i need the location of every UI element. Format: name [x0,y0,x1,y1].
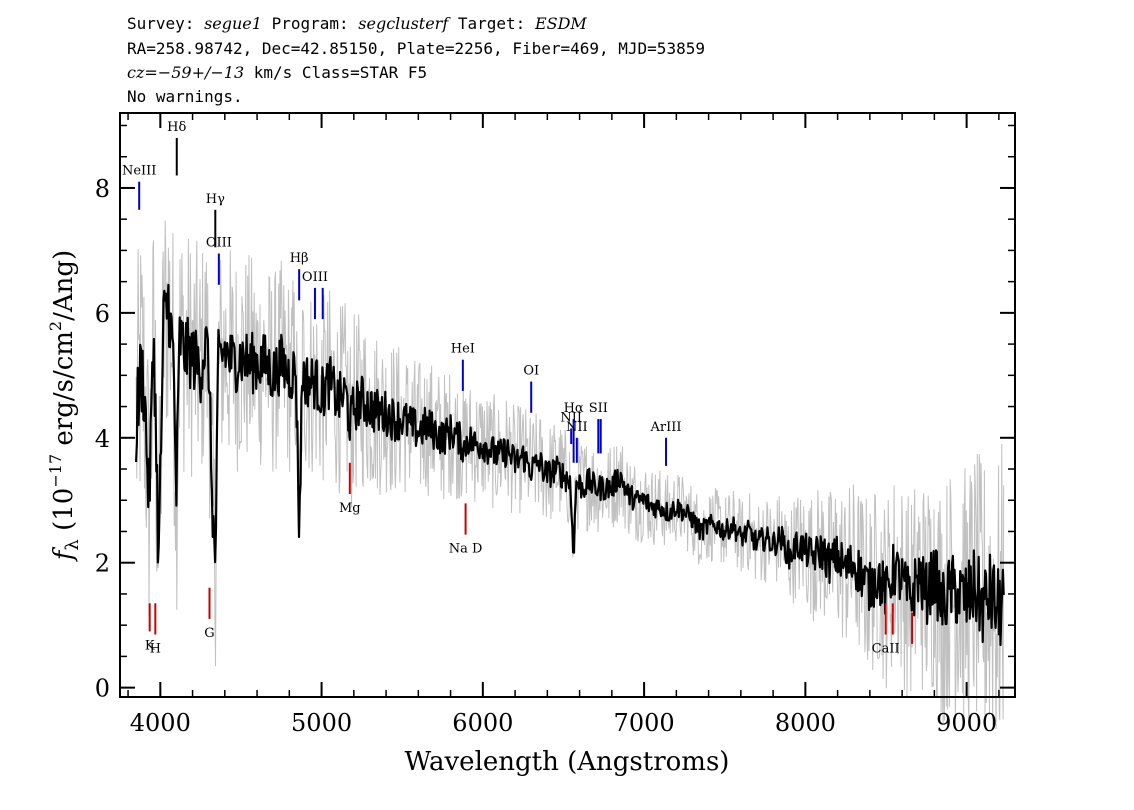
program-value: segclusterf [358,14,451,33]
flux-series [135,283,1005,647]
annotation-label-7: HeI [451,342,475,357]
program-label: Program: [262,14,358,33]
annotation-label-4: Hβ [290,251,309,266]
survey-label: Survey: [127,14,204,33]
annotation-label-12: SII [589,401,608,416]
annotation-label-8: OI [523,364,539,379]
y-title-unit: erg/s/cm [49,331,79,454]
annotation-label-15: K [145,638,155,653]
redshift-value: cz=−59+/−13 [127,63,244,82]
y-title-mid: (10 [49,488,79,540]
y-title-exp: −17 [46,454,65,488]
annotation-label-18: Mg [339,501,361,516]
header: Survey: segue1 Program: segclusterf Targ… [127,14,705,106]
y-title-exp2: 2 [46,321,65,331]
target-label: Target: [448,14,535,33]
annotation-label-11: NII [566,420,588,435]
y-tick-label-3: 6 [95,300,110,328]
target-value: ESDM [534,14,587,33]
y-tick-label-4: 8 [95,175,110,203]
annotation-label-3: OIII [206,236,232,251]
x-axis-title: Wavelength (Angstroms) [405,747,730,777]
header-line-2: RA=258.98742, Dec=42.85150, Plate=2256, … [127,39,705,58]
annotation-label-19: Na D [449,542,483,557]
annotation-label-9: NII [560,410,582,425]
y-tick-label-2: 4 [95,425,110,453]
class-text: km/s Class=STAR F5 [244,63,427,82]
annotation-label-17: G [204,626,214,641]
annotation-label-20: CaII [872,642,900,657]
line-annotations: NeIIIHδHγOIIIHβOIIIHeIOINIIHαNIISIIArIII… [122,120,914,657]
plot-frame [119,112,1016,698]
annotation-label-2: Hγ [206,192,225,207]
survey-value: segue1 [204,14,262,33]
annotation-label-5: OIII [302,270,328,285]
x-tick-label-0: 4000 [130,709,191,737]
annotation-label-10: Hα [564,401,584,416]
annotation-label-14: ArIII [650,420,682,435]
annotation-label-0: NeIII [122,164,156,179]
annotation-label-16: H [150,642,161,657]
y-title-end: /Ang) [49,250,79,321]
axes: 4000 5000 6000 7000 8000 9000 0 2 4 6 8 [95,112,1016,737]
header-line-4: No warnings. [127,87,243,106]
x-tick-label-5: 9000 [936,709,997,737]
header-line-1: Survey: segue1 Program: segclusterf Targ… [127,14,587,33]
y-tick-label-1: 2 [95,550,110,578]
annotation-label-1: Hδ [167,120,186,135]
x-tick-label-4: 8000 [775,709,836,737]
y-axis-title: fλ (10−17 erg/s/cm2/Ang) [46,250,83,562]
x-tick-label-2: 6000 [452,709,513,737]
flux-line [135,283,1005,647]
header-line-3: cz=−59+/−13 km/s Class=STAR F5 [127,63,427,82]
x-tick-label-3: 7000 [614,709,675,737]
y-title-sub: λ [62,539,83,550]
x-tick-label-1: 5000 [291,709,352,737]
y-tick-label-0: 0 [95,675,110,703]
